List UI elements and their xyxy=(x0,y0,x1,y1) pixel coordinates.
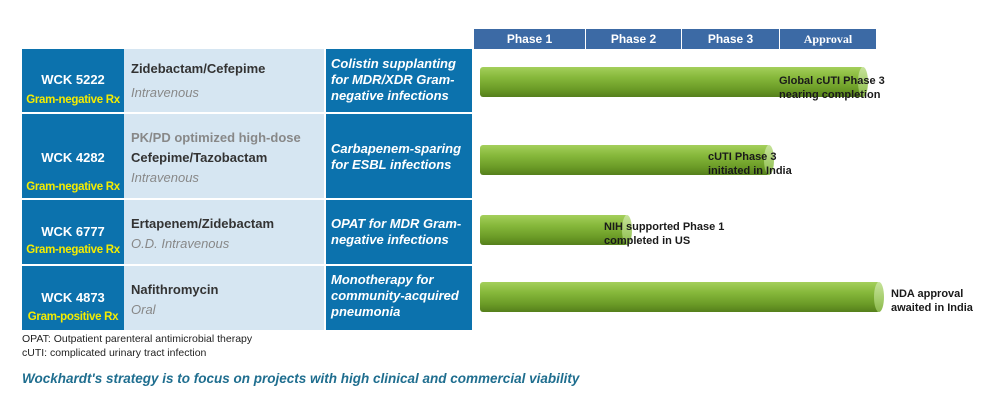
progress-bar xyxy=(480,215,632,245)
status-note: NDA approval awaited in India xyxy=(891,287,973,315)
status-line: cUTI Phase 3 xyxy=(708,151,777,163)
compound-code: WCK 4282 xyxy=(41,150,105,165)
compound-code: WCK 5222 xyxy=(41,72,105,87)
therapy-tag: Gram-negative Rx xyxy=(26,244,120,256)
drug-cell: Nafithromycin Oral xyxy=(124,266,324,330)
drug-name: Ertapenem/Zidebactam xyxy=(131,216,275,231)
compound-cell: WCK 4873 Gram-positive Rx xyxy=(22,266,124,330)
compound-cell: WCK 6777 Gram-negative Rx xyxy=(22,200,124,266)
footnote-cuti: cUTI: complicated urinary tract infectio… xyxy=(22,347,207,359)
indication-cell: Monotherapy for community-acquired pneum… xyxy=(324,266,472,330)
indication-cell: OPAT for MDR Gram-negative infections xyxy=(324,200,472,266)
progress-bar xyxy=(480,67,868,97)
therapy-tag: Gram-positive Rx xyxy=(27,311,119,323)
indication-text: Colistin supplanting for MDR/XDR Gram-ne… xyxy=(331,56,456,103)
approval-header: Approval xyxy=(780,29,876,49)
phase-1-header: Phase 1 xyxy=(474,29,586,49)
route-label: O.D. Intravenous xyxy=(131,236,230,251)
drug-name: Nafithromycin xyxy=(131,282,219,297)
status-line: completed in US xyxy=(604,235,691,247)
compound-code: WCK 6777 xyxy=(41,224,105,239)
route-label: Intravenous xyxy=(131,85,199,100)
drug-name: Cefepime/Tazobactam xyxy=(131,150,268,165)
indication-text: OPAT for MDR Gram-negative infections xyxy=(331,216,462,247)
phase-3-header: Phase 3 xyxy=(682,29,780,49)
status-note: cUTI Phase 3 initiated in India xyxy=(708,150,792,178)
footnote-opat: OPAT: Outpatient parenteral antimicrobia… xyxy=(22,333,253,345)
drug-name: Zidebactam/Cefepime xyxy=(131,61,266,76)
route-label: Oral xyxy=(131,302,156,317)
drug-cell: Zidebactam/Cefepime Intravenous xyxy=(124,49,324,114)
status-line: Global cUTI Phase 3 xyxy=(779,75,885,87)
drug-cell: Ertapenem/Zidebactam O.D. Intravenous xyxy=(124,200,324,266)
strategy-statement: Wockhardt's strategy is to focus on proj… xyxy=(22,371,580,386)
progress-bar xyxy=(480,282,884,312)
status-note: Global cUTI Phase 3 nearing completion xyxy=(779,74,885,102)
status-line: NDA approval xyxy=(891,288,964,300)
indication-cell: Colistin supplanting for MDR/XDR Gram-ne… xyxy=(324,49,472,114)
compound-cell: WCK 5222 Gram-negative Rx xyxy=(22,49,124,114)
indication-text: Monotherapy for community-acquired pneum… xyxy=(331,272,459,319)
therapy-tag: Gram-negative Rx xyxy=(26,94,120,106)
status-line: nearing completion xyxy=(779,89,881,101)
route-label: Intravenous xyxy=(131,170,199,185)
compound-code: WCK 4873 xyxy=(41,290,105,305)
status-note: NIH supported Phase 1 completed in US xyxy=(604,220,724,248)
indication-text: Carbapenem-sparing for ESBL infections xyxy=(331,141,462,172)
status-line: initiated in India xyxy=(708,165,792,177)
drug-cell: PK/PD optimized high-dose Cefepime/Tazob… xyxy=(124,114,324,200)
progress-bar xyxy=(480,145,774,175)
status-line: awaited in India xyxy=(891,302,973,314)
compound-cell: WCK 4282 Gram-negative Rx xyxy=(22,114,124,200)
therapy-tag: Gram-negative Rx xyxy=(26,181,120,193)
phase-2-header: Phase 2 xyxy=(586,29,682,49)
status-line: NIH supported Phase 1 xyxy=(604,221,725,233)
indication-cell: Carbapenem-sparing for ESBL infections xyxy=(324,114,472,200)
drug-descriptor: PK/PD optimized high-dose xyxy=(131,130,301,145)
